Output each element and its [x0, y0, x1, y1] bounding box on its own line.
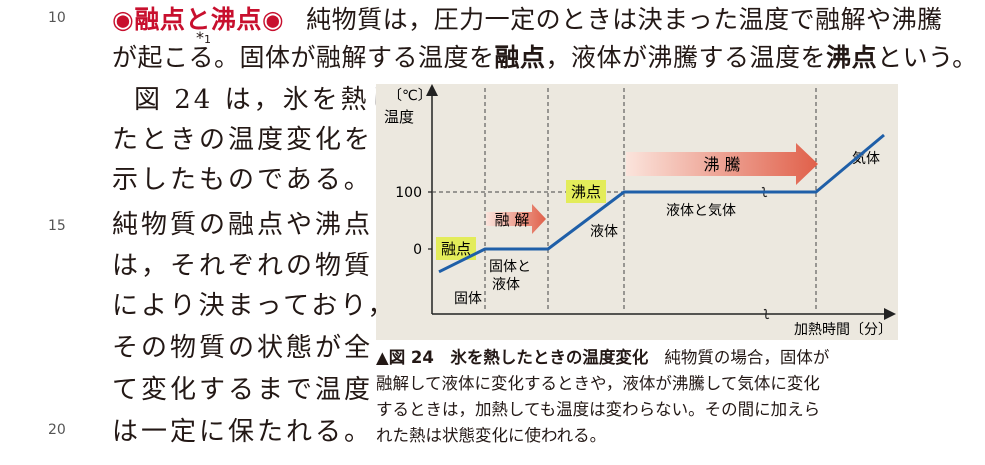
- melting-arrow: [486, 204, 546, 234]
- boiling-point-label: 沸点: [571, 183, 601, 201]
- paragraph-text: ，液体が沸騰する温度を: [545, 43, 827, 72]
- side-text-line: は一定に保たれる。: [112, 417, 374, 447]
- caption-line-3: するときは，加熱しても温度は変わらない。その間に加えら: [376, 400, 821, 419]
- paragraph-text: という。: [877, 43, 978, 72]
- caption-title: ▲図 24 氷を熱したときの温度変化: [376, 348, 649, 367]
- temperature-change-chart: 〔℃〕 温度 100 0 融 解 沸 騰 融点 沸点 固体 固体と 液体 液体 …: [384, 84, 896, 338]
- x-axis-break-mark: [763, 308, 770, 320]
- boiling-point-highlight: [566, 180, 606, 203]
- melting-arrow-label: 融 解: [495, 211, 530, 229]
- line-number-20: 20: [48, 422, 66, 438]
- x-axis-arrowhead: [884, 308, 896, 320]
- section-heading: ◉融点と沸点◉: [112, 5, 285, 34]
- tick-label-100: 100: [395, 185, 422, 201]
- y-axis-arrowhead: [426, 84, 438, 96]
- melting-point-label: 融点: [441, 240, 471, 258]
- boiling-arrow-label: 沸 騰: [703, 155, 740, 174]
- side-text-line: たときの温度変化を: [112, 125, 374, 155]
- paragraph-text: 。固体が融解する温度を: [214, 43, 495, 72]
- term-melting-point: 融点: [494, 43, 546, 72]
- caption-text: 純物質の場合，固体が: [664, 348, 830, 367]
- caption-line-4: れた熱は状態変化に使われる。: [376, 426, 607, 445]
- region-label-solid: 固体: [454, 291, 482, 307]
- x-axis-label: 加熱時間〔分〕: [794, 322, 892, 338]
- tick-label-0: 0: [413, 242, 422, 258]
- region-label-liquid: 液体: [590, 224, 618, 240]
- footnote-number: 1: [204, 33, 211, 46]
- paragraph-text: が起こる: [112, 43, 215, 72]
- caption-line-2: 融解して液体に変化するときや，液体が沸騰して気体に変化: [376, 374, 820, 393]
- line-number-10: 10: [48, 10, 66, 26]
- caption-line-1: ▲図 24 氷を熱したときの温度変化 純物質の場合，固体が: [376, 345, 829, 371]
- footnote-marker: *1: [196, 30, 211, 48]
- paragraph-line-1: ◉融点と沸点◉ 純物質は，圧力一定のときは決まった温度で融解や沸騰: [112, 2, 943, 38]
- region-label-solid-liquid: 液体: [492, 277, 520, 293]
- region-label-liquid-gas: 液体と気体: [666, 203, 736, 219]
- side-text-line: 純物質の融点や沸点: [112, 210, 374, 240]
- temperature-curve: [438, 133, 885, 274]
- figure-background: [376, 84, 898, 340]
- footnote-asterisk: *: [196, 28, 204, 47]
- side-text-line: により決まっており，: [112, 291, 397, 321]
- term-boiling-point: 沸点: [826, 43, 878, 72]
- melting-point-highlight: [436, 237, 476, 260]
- region-label-solid-liquid: 固体と: [489, 259, 531, 275]
- line-number-15: 15: [48, 218, 66, 234]
- y-axis-unit: 〔℃〕: [388, 88, 432, 104]
- side-text-line: は，それぞれの物質: [112, 251, 374, 281]
- y-axis-label: 温度: [384, 108, 414, 126]
- side-text-line: 図 24 は，氷を熱し: [134, 85, 399, 115]
- paragraph-text: 純物質は，圧力一定のときは決まった温度で融解や沸騰: [306, 5, 943, 34]
- boiling-arrow: [626, 143, 818, 185]
- side-text-line: 示したものである。: [112, 165, 373, 195]
- side-text-line: その物質の状態が全: [112, 333, 374, 363]
- side-text-line: て変化するまで温度: [112, 375, 374, 405]
- paragraph-line-2: が起こる。固体が融解する温度を融点，液体が沸騰する温度を沸点という。: [112, 40, 978, 76]
